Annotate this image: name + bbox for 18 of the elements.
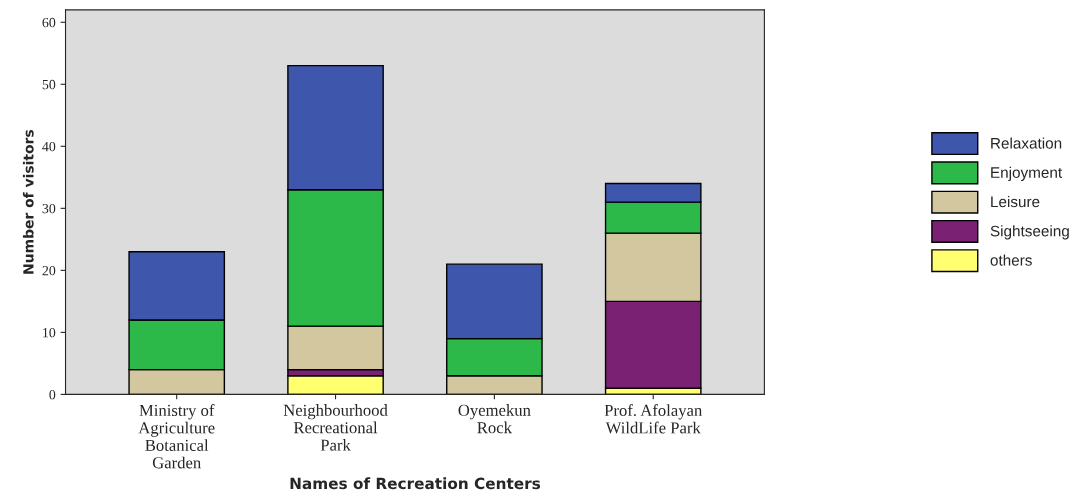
x-tick-label: Prof. Afolayan WildLife Park (604, 404, 703, 434)
x-tick-label: Ministry of Agriculture Botanical Garden (138, 404, 215, 469)
legend-label: Enjoyment (991, 166, 1063, 181)
y-tick-label: 50 (42, 79, 56, 90)
y-tick-label: 10 (43, 327, 56, 338)
y-tick-label: 30 (42, 203, 56, 214)
y-tick-label: 0 (49, 389, 56, 400)
legend-label: Sightseeing (990, 225, 1069, 240)
y-tick-label: 60 (42, 17, 56, 28)
legend-label: Relaxation (991, 137, 1062, 149)
y-tick-label: 40 (42, 141, 56, 152)
legend-label: Leisure (991, 195, 1040, 208)
y-tick-label: 20 (42, 265, 56, 276)
x-axis-title: Names of Recreation Centers (290, 477, 541, 490)
x-tick-label: Oyemekun Rock (458, 404, 531, 434)
y-axis-title: Number of visitors (22, 129, 34, 274)
legend-label: others (990, 254, 1032, 266)
x-tick-label: Neighbourhood Recreational Park (283, 404, 388, 451)
